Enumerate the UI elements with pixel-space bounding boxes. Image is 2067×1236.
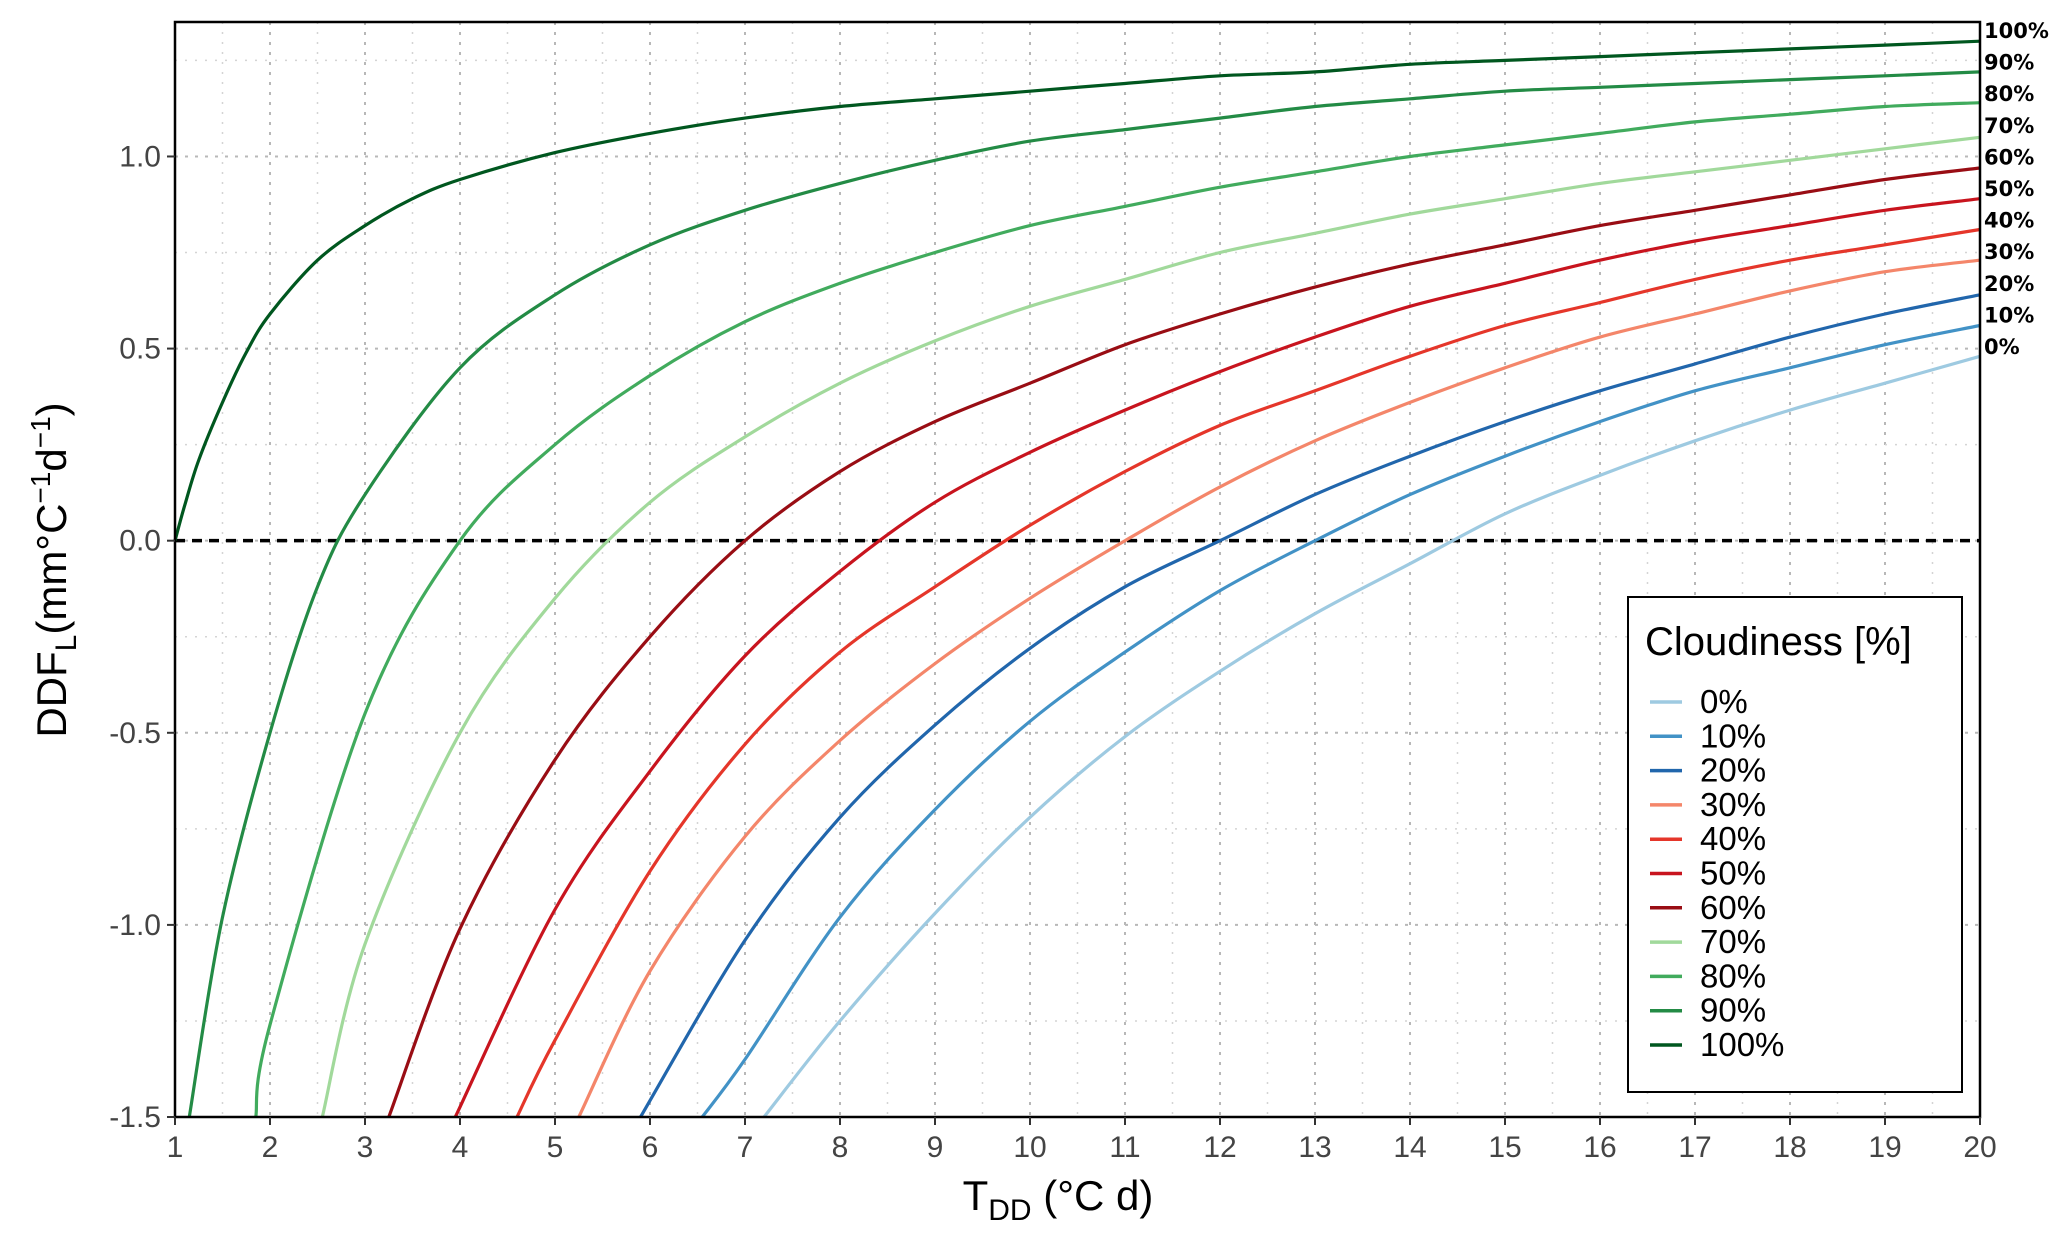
end-labels: 100% 90% 80% 70% 60% 50% 40% 30% 20% 10% 0% bbox=[1984, 19, 2049, 359]
legend-items: 0%10%20%30%40%50%60%70%80%90%100% bbox=[1650, 683, 1784, 1063]
y-axis: -1.5 -1.0 -0.5 0.0 0.5 1.0 bbox=[109, 140, 175, 1134]
legend-label: 10% bbox=[1700, 717, 1766, 754]
x-tick-label: 5 bbox=[547, 1131, 564, 1164]
x-tick-label: 15 bbox=[1488, 1131, 1521, 1164]
y-axis-title-rest: (mm°C bbox=[28, 504, 75, 635]
y-axis-title-sup1: −1 bbox=[25, 472, 56, 504]
y-axis-title-sup2: −1 bbox=[25, 416, 56, 448]
series-line-10pct bbox=[700, 323, 1981, 1118]
series-line-40pct bbox=[515, 227, 1981, 1118]
legend-label: 40% bbox=[1700, 820, 1766, 857]
series-line-80pct bbox=[254, 101, 1981, 1118]
legend-label: 80% bbox=[1700, 957, 1766, 994]
legend-label: 20% bbox=[1700, 752, 1766, 789]
series-line-70pct bbox=[320, 135, 1981, 1118]
end-label: 100% bbox=[1984, 19, 2049, 43]
legend-label: 0% bbox=[1700, 683, 1748, 720]
grid bbox=[174, 22, 1981, 1118]
x-tick-label: 17 bbox=[1678, 1131, 1711, 1164]
series-line-0pct bbox=[762, 354, 1981, 1118]
legend-label: 60% bbox=[1700, 889, 1766, 926]
series-line-90pct bbox=[187, 70, 1981, 1118]
end-label: 10% bbox=[1984, 303, 2034, 327]
legend-label: 70% bbox=[1700, 923, 1766, 960]
y-axis-title-main: DDF bbox=[28, 651, 75, 737]
x-tick-label: 8 bbox=[832, 1131, 849, 1164]
x-tick-label: 18 bbox=[1773, 1131, 1806, 1164]
end-label: 70% bbox=[1984, 114, 2034, 138]
plot-border bbox=[173, 20, 1982, 1119]
legend-label: 30% bbox=[1700, 786, 1766, 823]
x-axis-title-sub: DD bbox=[988, 1194, 1031, 1227]
x-tick-label: 4 bbox=[452, 1131, 469, 1164]
x-tick-label: 9 bbox=[927, 1131, 944, 1164]
series-line-20pct bbox=[639, 293, 1981, 1118]
end-label: 50% bbox=[1984, 177, 2034, 201]
y-tick-label: -1.5 bbox=[109, 1101, 161, 1134]
x-tick-label: 12 bbox=[1203, 1131, 1236, 1164]
end-label: 80% bbox=[1984, 82, 2034, 106]
end-label: 0% bbox=[1984, 335, 2020, 359]
series-line-50pct bbox=[453, 197, 1981, 1118]
x-axis: 1 2 3 4 5 6 7 8 9 10 11 12 13 14 15 16 17 18 19 20 bbox=[167, 1117, 1997, 1164]
x-tick-label: 19 bbox=[1868, 1131, 1901, 1164]
y-axis-title-mid: d bbox=[28, 448, 75, 471]
x-tick-label: 20 bbox=[1963, 1131, 1996, 1164]
y-axis-title-end: ) bbox=[28, 402, 75, 416]
x-axis-title-rest: (°C d) bbox=[1032, 1172, 1154, 1219]
legend-label: 100% bbox=[1700, 1026, 1784, 1063]
y-tick-label: 1.0 bbox=[119, 140, 161, 173]
y-tick-label: -1.0 bbox=[109, 909, 161, 942]
end-label: 20% bbox=[1984, 272, 2034, 296]
legend: Cloudiness [%] 0%10%20%30%40%50%60%70%80… bbox=[1627, 596, 1963, 1093]
x-axis-title: TDD (°C d) bbox=[963, 1172, 1154, 1227]
series-line-60pct bbox=[387, 166, 1981, 1118]
x-tick-label: 3 bbox=[357, 1131, 374, 1164]
y-axis-title-sub: L bbox=[50, 635, 83, 652]
x-tick-label: 16 bbox=[1583, 1131, 1616, 1164]
y-tick-label: -0.5 bbox=[109, 717, 161, 750]
series-lines bbox=[173, 39, 1981, 1118]
x-axis-title-main: T bbox=[963, 1172, 989, 1219]
x-tick-label: 13 bbox=[1298, 1131, 1331, 1164]
y-tick-label: 0.5 bbox=[119, 333, 161, 366]
x-tick-label: 7 bbox=[737, 1131, 754, 1164]
x-tick-label: 1 bbox=[167, 1131, 184, 1164]
legend-label: 90% bbox=[1700, 992, 1766, 1029]
x-tick-label: 6 bbox=[642, 1131, 659, 1164]
legend-box bbox=[1627, 596, 1963, 1093]
end-label: 40% bbox=[1984, 209, 2034, 233]
x-tick-label: 14 bbox=[1393, 1131, 1426, 1164]
y-tick-label: 0.0 bbox=[119, 525, 161, 558]
end-label: 30% bbox=[1984, 240, 2034, 264]
end-label: 90% bbox=[1984, 51, 2034, 75]
x-tick-label: 10 bbox=[1013, 1131, 1046, 1164]
x-tick-label: 11 bbox=[1109, 1131, 1140, 1164]
legend-title: Cloudiness [%] bbox=[1645, 620, 1912, 664]
legend-label: 50% bbox=[1700, 855, 1766, 892]
series-line-100pct bbox=[173, 39, 1981, 542]
end-label: 60% bbox=[1984, 145, 2034, 169]
x-tick-label: 2 bbox=[262, 1131, 279, 1164]
series-line-30pct bbox=[577, 258, 1981, 1118]
y-axis-title: DDFL(mm°C−1d−1) bbox=[25, 402, 83, 737]
